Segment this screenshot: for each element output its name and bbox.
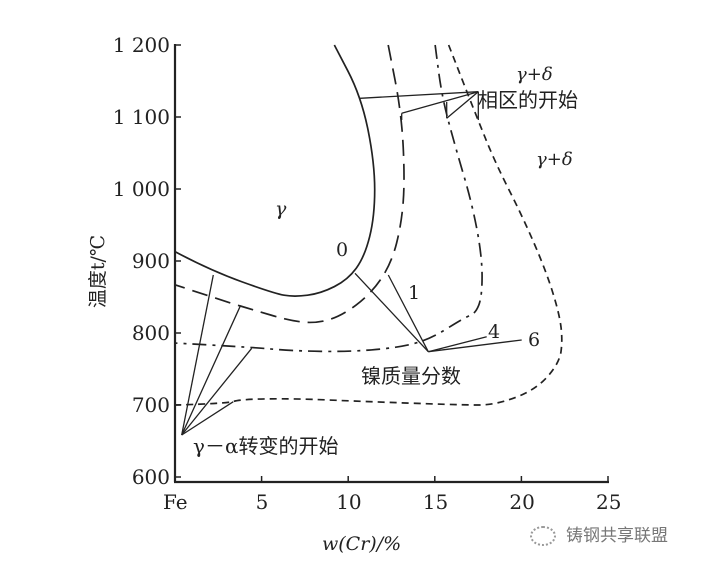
- watermark-text: 铸钢共享联盟: [566, 526, 668, 546]
- phase-start-leader: [359, 91, 479, 99]
- gamma-alpha-leader: [181, 274, 214, 436]
- x-axis-label: w(Cr)/%: [322, 533, 402, 555]
- y-tick-label: 800: [131, 321, 170, 345]
- curve-label-0: 0: [336, 239, 349, 261]
- x-tick-label: 5: [255, 490, 269, 514]
- y-tick-label: 1 000: [112, 177, 170, 201]
- gamma-delta-top-label: γ+δ: [516, 64, 553, 85]
- x-tick-label: Fe: [163, 490, 188, 514]
- x-tick-label: 15: [422, 490, 449, 514]
- gamma-delta-right-label: γ+δ: [536, 149, 573, 170]
- y-tick-label: 1 100: [112, 105, 170, 129]
- phase-start-leader: [446, 91, 479, 119]
- ni-fraction-leader: [428, 339, 522, 353]
- gamma-alpha-leader: [181, 306, 241, 436]
- x-tick-label: 25: [596, 490, 622, 514]
- y-axis-label: 温度t/℃: [87, 234, 110, 309]
- curve-1: [174, 44, 405, 324]
- ni-fraction-leader: [387, 274, 429, 353]
- x-tick-label: 20: [509, 490, 535, 514]
- watermark: 铸钢共享联盟: [530, 521, 668, 546]
- curve-label-4: 4: [488, 321, 501, 343]
- y-tick-label: 700: [131, 393, 170, 417]
- y-tick-label: 900: [131, 249, 170, 273]
- gamma-region-label: γ: [275, 198, 287, 220]
- y-tick-label: 1 200: [112, 33, 170, 57]
- gamma-alpha-leader: [181, 401, 234, 436]
- wechat-icon: [530, 526, 556, 546]
- ni-fraction-leader: [354, 272, 429, 353]
- ni-fraction-label: 镍质量分数: [361, 364, 461, 388]
- curve-label-6: 6: [528, 329, 541, 351]
- x-tick-label: 10: [336, 490, 362, 514]
- phase-start-leader: [401, 91, 479, 114]
- y-tick-label: 600: [131, 465, 170, 489]
- curve-0: [174, 44, 376, 297]
- gamma-alpha-leader: [181, 347, 253, 436]
- phase-start-label: 相区的开始: [478, 88, 578, 112]
- gamma-alpha-start-label: γ－α转变的开始: [193, 434, 339, 458]
- curve-label-1: 1: [408, 282, 421, 304]
- ni-fraction-leader: [428, 336, 487, 353]
- curve-4: [174, 44, 483, 353]
- curve-6: [174, 44, 563, 406]
